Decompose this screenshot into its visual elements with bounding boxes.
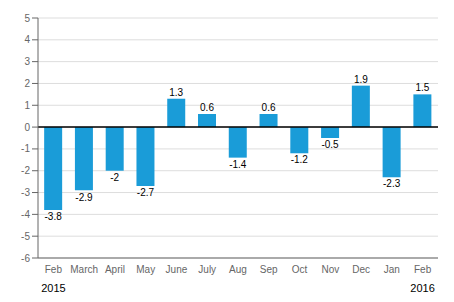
svg-text:March: March [70,264,98,275]
svg-text:-2.9: -2.9 [75,192,93,203]
svg-text:1.9: 1.9 [354,74,368,85]
svg-text:July: July [198,264,216,275]
svg-text:-3.8: -3.8 [45,211,63,222]
svg-text:-0.5: -0.5 [321,139,339,150]
svg-text:-4: -4 [21,209,30,220]
svg-text:0: 0 [24,122,30,133]
svg-text:Dec: Dec [352,264,370,275]
svg-text:-1.2: -1.2 [291,154,309,165]
svg-text:2015: 2015 [41,282,65,294]
svg-text:Feb: Feb [414,264,432,275]
svg-text:5: 5 [24,13,30,24]
svg-text:0.6: 0.6 [262,102,276,113]
svg-text:Oct: Oct [292,264,308,275]
svg-text:2016: 2016 [410,282,434,294]
svg-text:-1: -1 [21,143,30,154]
svg-text:June: June [166,264,188,275]
svg-text:Sep: Sep [260,264,278,275]
svg-text:3: 3 [24,56,30,67]
svg-text:-2: -2 [110,172,119,183]
svg-text:Aug: Aug [229,264,247,275]
svg-text:Feb: Feb [45,264,63,275]
svg-text:1: 1 [24,100,30,111]
svg-text:-6: -6 [21,253,30,264]
svg-text:Nov: Nov [321,264,339,275]
svg-text:0.6: 0.6 [200,102,214,113]
svg-text:-1.4: -1.4 [229,159,247,170]
svg-text:April: April [105,264,125,275]
svg-text:1.3: 1.3 [169,87,183,98]
svg-text:1.5: 1.5 [415,82,429,93]
svg-text:-2.7: -2.7 [137,187,155,198]
svg-text:Jan: Jan [384,264,400,275]
svg-text:-3: -3 [21,187,30,198]
svg-text:4: 4 [24,34,30,45]
svg-text:-5: -5 [21,231,30,242]
svg-text:2: 2 [24,78,30,89]
svg-text:-2: -2 [21,165,30,176]
svg-text:-2.3: -2.3 [383,178,401,189]
svg-text:May: May [136,264,155,275]
